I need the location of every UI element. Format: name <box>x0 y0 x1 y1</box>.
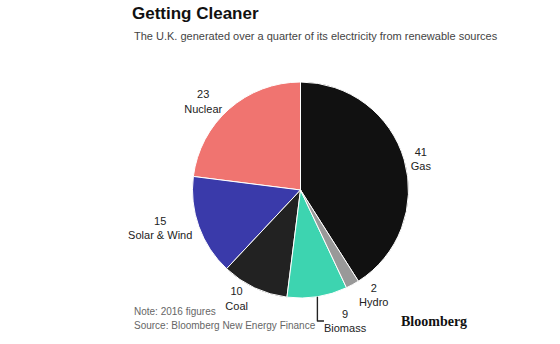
svg-text:15Solar & Wind: 15Solar & Wind <box>128 215 192 241</box>
svg-text:Bloomberg: Bloomberg <box>401 314 467 329</box>
svg-text:10Coal: 10Coal <box>225 285 248 311</box>
svg-text:Source: Bloomberg New Energy F: Source: Bloomberg New Energy Finance <box>134 320 316 331</box>
svg-text:9Biomass: 9Biomass <box>324 308 367 334</box>
svg-text:41Gas: 41Gas <box>411 146 432 172</box>
svg-text:Getting Cleaner: Getting Cleaner <box>132 4 259 23</box>
svg-text:The U.K. generated over a quar: The U.K. generated over a quarter of its… <box>134 30 498 42</box>
svg-text:23Nuclear: 23Nuclear <box>184 88 222 114</box>
svg-text:Note: 2016 figures: Note: 2016 figures <box>134 306 216 317</box>
svg-text:2Hydro: 2Hydro <box>359 282 388 308</box>
